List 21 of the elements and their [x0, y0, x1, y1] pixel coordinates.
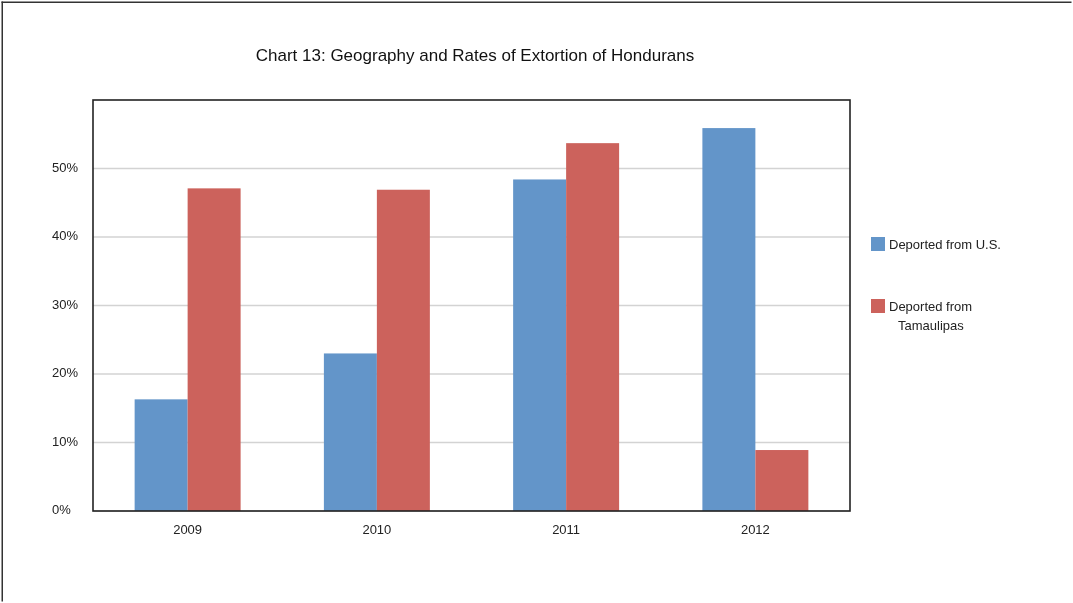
- x-tick-label: 2010: [362, 522, 392, 537]
- y-tick-label: 40%: [52, 228, 79, 244]
- bar: [755, 450, 809, 511]
- bar: [323, 353, 377, 511]
- chart-title: Chart 13: Geography and Rates of Extortion of Hondurans: [255, 46, 695, 65]
- bar: [134, 399, 188, 511]
- x-tick-label: 2011: [552, 522, 581, 537]
- legend-label: Deported from U.S.: [889, 237, 1001, 252]
- y-tick-label: 0%: [52, 502, 72, 518]
- x-tick-label: 2012: [740, 522, 770, 537]
- bar: [702, 128, 756, 511]
- y-tick-label: 20%: [52, 365, 79, 381]
- bar: [513, 179, 567, 511]
- legend-label: Deported from Tamaulipas: [889, 299, 973, 333]
- y-tick-label: 50%: [52, 159, 79, 175]
- bar: [187, 188, 241, 511]
- y-tick-label: 10%: [52, 433, 79, 449]
- x-tick-label: 2009: [173, 522, 203, 537]
- bar: [376, 189, 430, 511]
- bar: [566, 143, 620, 511]
- y-tick-label: 30%: [52, 296, 79, 312]
